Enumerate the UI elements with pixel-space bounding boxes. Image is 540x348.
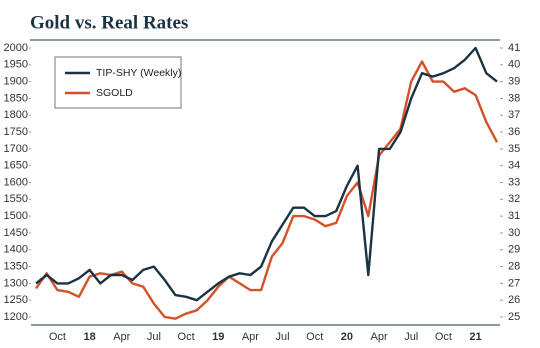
x-tick-label: Apr: [113, 331, 130, 343]
y-tick-label: 1650: [4, 160, 28, 172]
x-tick-label: Apr: [371, 331, 388, 343]
chart-title: Gold vs. Real Rates: [30, 12, 188, 33]
y-tick-label: 2000: [4, 42, 28, 54]
y2-tick-label: 27: [508, 277, 520, 289]
x-tick-label: Oct: [306, 331, 323, 343]
x-tick-label: 19: [212, 331, 224, 343]
y-tick-label: 1900: [4, 76, 28, 88]
legend-box: [54, 56, 182, 109]
y-tick-label: 1250: [4, 294, 28, 306]
y2-tick-label: 34: [508, 160, 520, 172]
y2-tick-label: 37: [508, 109, 520, 121]
y2-tick-label: 39: [508, 76, 520, 88]
y2-tick-label: 35: [508, 143, 520, 155]
y-tick-label: 1300: [4, 277, 28, 289]
x-tick-label: Jul: [276, 331, 290, 343]
y-tick-label: 1500: [4, 210, 28, 222]
y-tick-label: 1950: [4, 59, 28, 71]
y2-tick-label: 32: [508, 193, 520, 205]
y-tick-label: 1850: [4, 92, 28, 104]
legend: TIP-SHY (Weekly) SGOLD: [54, 56, 182, 109]
y2-tick-label: 26: [508, 294, 520, 306]
y2-tick-label: 36: [508, 126, 520, 138]
y2-tick-label: 30: [508, 227, 520, 239]
x-tick-label: Oct: [435, 331, 452, 343]
y-tick-label: 1700: [4, 143, 28, 155]
y2-tick-label: 31: [508, 210, 520, 222]
y2-tick-label: 29: [508, 244, 520, 256]
x-tick-label: 18: [83, 331, 95, 343]
x-tick-label: Jul: [404, 331, 418, 343]
y2-tick-label: 28: [508, 260, 520, 272]
x-tick-label: Oct: [49, 331, 66, 343]
series-line: [35, 46, 498, 302]
y-tick-label: 1800: [4, 109, 28, 121]
y-tick-label: 1550: [4, 193, 28, 205]
x-tick-label: Apr: [242, 331, 259, 343]
x-tick-label: 21: [469, 331, 481, 343]
x-tick-label: 20: [341, 331, 353, 343]
legend-label: TIP-SHY (Weekly): [96, 67, 181, 79]
x-tick-label: Oct: [178, 331, 195, 343]
y-tick-label: 1400: [4, 244, 28, 256]
y2-tick-label: 25: [508, 311, 520, 323]
y-tick-label: 1200: [4, 311, 28, 323]
y2-tick-label: 40: [508, 59, 520, 71]
y-tick-label: 1350: [4, 260, 28, 272]
y-tick-label: 1750: [4, 126, 28, 138]
y2-tick-label: 33: [508, 176, 520, 188]
legend-label: SGOLD: [96, 87, 133, 99]
y2-tick-label: 41: [508, 42, 520, 54]
y2-tick-label: 38: [508, 92, 520, 104]
y-tick-label: 1450: [4, 227, 28, 239]
y-tick-label: 1600: [4, 176, 28, 188]
x-tick-label: Jul: [147, 331, 161, 343]
